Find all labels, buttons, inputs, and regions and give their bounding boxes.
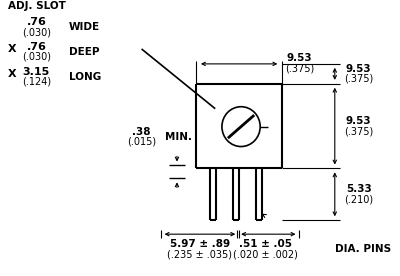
Text: .76: .76: [26, 17, 46, 27]
Text: 3.15: 3.15: [23, 67, 50, 77]
Text: X: X: [8, 44, 16, 54]
Text: (.030): (.030): [22, 27, 51, 37]
Text: MIN.: MIN.: [166, 132, 192, 142]
Text: (.375): (.375): [344, 74, 373, 84]
Text: .51 ± .05: .51 ± .05: [240, 239, 292, 249]
Text: 5.33: 5.33: [346, 184, 372, 194]
Text: (.020 ± .002): (.020 ± .002): [234, 249, 298, 259]
Text: (.015): (.015): [127, 137, 156, 147]
Text: ADJ. SLOT: ADJ. SLOT: [8, 1, 66, 11]
Text: (.030): (.030): [22, 52, 51, 62]
Text: DEEP: DEEP: [69, 47, 99, 57]
Text: (.375): (.375): [344, 126, 373, 136]
Text: 9.53: 9.53: [286, 53, 312, 63]
Text: .38: .38: [132, 127, 151, 137]
Text: .76: .76: [26, 42, 46, 52]
Text: 9.53: 9.53: [346, 64, 372, 74]
Text: LONG: LONG: [69, 72, 101, 82]
Text: (.375): (.375): [285, 64, 314, 74]
Text: (.124): (.124): [22, 77, 51, 87]
Text: 5.97 ± .89: 5.97 ± .89: [170, 239, 230, 249]
Text: WIDE: WIDE: [69, 22, 100, 32]
Text: DIA. PINS: DIA. PINS: [335, 244, 391, 254]
Text: 9.53: 9.53: [346, 116, 372, 126]
Text: X: X: [8, 69, 16, 79]
Text: (.210): (.210): [344, 194, 373, 204]
Text: (.235 ± .035): (.235 ± .035): [168, 249, 232, 259]
